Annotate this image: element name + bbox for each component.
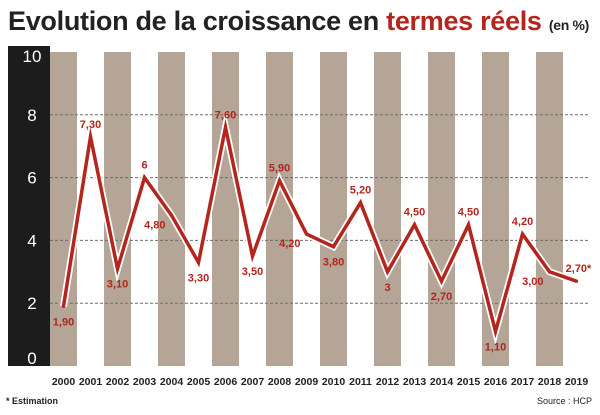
point-2016 (493, 329, 498, 334)
band-2013 (401, 52, 428, 366)
footnote: * Estimation (6, 396, 59, 406)
data-label-2015: 4,50 (458, 207, 479, 219)
data-label-2009: 4,20 (279, 238, 300, 250)
data-label-2000: 1,90 (53, 316, 74, 328)
data-label-2014: 2,70 (431, 291, 452, 303)
y-tick-10: 10 (23, 47, 42, 66)
y-tick-6: 6 (27, 169, 36, 188)
band-2018 (536, 52, 563, 366)
point-2002 (115, 267, 120, 271)
point-2014 (439, 279, 444, 283)
band-2010 (320, 52, 347, 366)
x-tick-2002: 2002 (106, 376, 130, 388)
x-tick-2005: 2005 (187, 376, 211, 388)
point-2010 (331, 245, 336, 249)
data-label-2016: 1,10 (485, 341, 506, 353)
y-tick-8: 8 (27, 106, 36, 125)
band-2014 (428, 52, 455, 366)
data-label-2005: 3,30 (188, 272, 209, 284)
data-label-2007: 3,50 (242, 266, 263, 278)
band-2000 (50, 52, 77, 366)
data-label-2001: 7,30 (80, 119, 101, 131)
data-label-2010: 3,80 (323, 257, 344, 269)
band-2012 (374, 52, 401, 366)
point-2006 (223, 125, 228, 129)
x-tick-2015: 2015 (457, 376, 481, 388)
point-2011 (358, 201, 363, 205)
x-tick-2013: 2013 (403, 376, 427, 388)
chart-title-unit: (en %) (548, 17, 590, 33)
point-2001 (88, 135, 93, 139)
data-label-2017: 4,20 (512, 216, 533, 228)
x-tick-2018: 2018 (538, 376, 562, 388)
x-tick-2012: 2012 (376, 376, 400, 388)
data-label-2002: 3,10 (107, 279, 128, 291)
point-2007 (250, 254, 255, 258)
data-label-2004: 4,80 (144, 219, 165, 231)
x-tick-2011: 2011 (349, 376, 372, 388)
band-2006 (212, 52, 239, 366)
x-tick-2009: 2009 (295, 376, 319, 388)
data-label-2011: 5,20 (350, 185, 371, 197)
band-2016 (482, 52, 509, 366)
x-tick-2019: 2019 (565, 376, 589, 388)
point-2015 (466, 223, 471, 227)
point-2000 (61, 304, 66, 308)
y-tick-labels: 0 2 4 6 8 10 (23, 47, 42, 368)
point-2003 (142, 176, 147, 180)
y-tick-2: 2 (27, 294, 36, 313)
x-tick-labels: 2000 2001 2002 2003 2004 2005 2006 2007 2008 2009… (52, 376, 589, 388)
chart-title-highlight: termes réels (386, 6, 542, 36)
data-label-2019: 2,70* (566, 263, 592, 275)
data-label-2012: 3 (384, 282, 390, 294)
point-2004 (169, 213, 174, 217)
point-2019 (574, 279, 579, 283)
x-tick-2001: 2001 (79, 376, 103, 388)
band-2017 (509, 52, 536, 366)
point-2005 (196, 260, 201, 264)
point-2017 (520, 232, 525, 236)
chart-title: Evolution de la croissance en termes rée… (8, 6, 589, 37)
data-label-2003: 6 (141, 160, 147, 172)
source-note: Source : HCP (536, 396, 592, 406)
data-label-2008: 5,90 (269, 163, 290, 175)
point-2018 (547, 270, 552, 274)
data-label-2018: 3,00 (522, 276, 543, 288)
background-bands (50, 52, 590, 366)
x-tick-2016: 2016 (484, 376, 508, 388)
y-axis-panel (8, 46, 50, 366)
chart-title-main: Evolution de la croissance en (8, 6, 387, 36)
x-tick-2004: 2004 (160, 376, 184, 388)
band-2015 (455, 52, 482, 366)
y-tick-0: 0 (27, 349, 36, 368)
x-tick-2017: 2017 (511, 376, 535, 388)
x-tick-2003: 2003 (133, 376, 157, 388)
point-2012 (385, 270, 390, 274)
x-tick-2010: 2010 (322, 376, 346, 388)
x-tick-2006: 2006 (214, 376, 238, 388)
series-line (61, 118, 578, 339)
series-line (60, 109, 579, 346)
x-tick-2000: 2000 (52, 376, 76, 388)
data-labels: 1,90 7,30 3,10 6 4,80 3,30 7,60 3,50 5,90 4,20 3,8… (53, 109, 592, 353)
point-2013 (412, 223, 417, 227)
point-2009 (304, 232, 309, 236)
data-label-2006: 7,60 (215, 109, 236, 121)
band-2004 (158, 52, 185, 366)
x-tick-2007: 2007 (241, 376, 265, 388)
x-tick-2014: 2014 (430, 376, 454, 388)
data-label-2013: 4,50 (404, 207, 425, 219)
band-2019 (563, 52, 590, 366)
point-2008 (277, 179, 282, 183)
y-tick-4: 4 (27, 231, 36, 250)
x-tick-2008: 2008 (268, 376, 292, 388)
